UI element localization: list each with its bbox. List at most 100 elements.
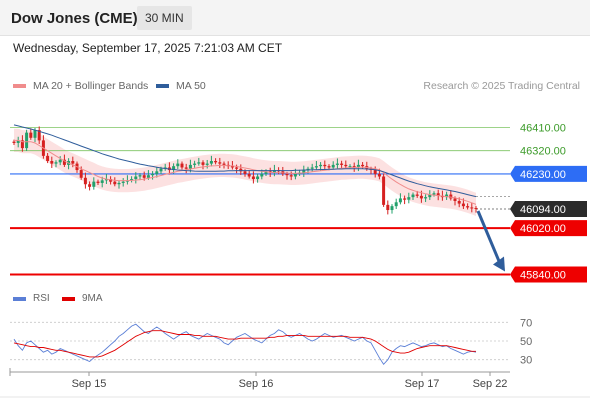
candle-body [319,164,323,167]
candle-body [12,141,16,143]
current-label: 46094.00 [520,204,566,216]
candle-body [314,166,318,168]
candle-body [335,163,339,165]
ma50-swatch [156,84,169,88]
support-label: 46020.00 [520,223,566,235]
ma20-line [14,139,477,205]
candle-body [398,198,402,203]
candle-body [130,179,134,181]
candle-body [155,171,159,174]
candle-body [222,163,226,165]
candle-body [424,197,428,199]
candle-body [201,162,205,165]
candle-body [344,164,348,167]
candle-body [285,173,289,176]
candle-body [310,167,314,169]
candle-body [386,204,390,211]
candle-body [407,197,411,200]
candle-body [239,168,243,172]
resistance-label: 46320.00 [520,146,566,158]
candle-body [113,181,117,185]
candle-body [411,194,415,198]
research-credit: Research © 2025 Trading Central [423,80,580,92]
legend-9ma: 9MA [62,293,103,304]
candle-body [348,166,352,168]
rsi-line [13,323,477,366]
candle-body [218,162,222,164]
current-label-tag [510,200,587,217]
candle-body [92,181,96,187]
legend-ma50: MA 50 [156,80,206,92]
candle-body [88,184,92,187]
candle-body [71,161,75,164]
candle-body [176,163,180,167]
candle-body [151,173,155,176]
candle-body [62,159,66,165]
candle-body [209,161,213,164]
candle-body [16,140,20,143]
legend-rsi-label: RSI [33,293,50,304]
candle-body [29,132,33,138]
rsi-level-label: 70 [520,317,532,329]
candle-body [306,168,310,171]
candle-body [214,161,218,163]
candle-body [436,193,440,196]
candle-body [390,206,394,211]
candle-body [117,182,121,185]
candle-body [197,162,201,164]
candle-body [46,155,50,162]
candle-body [142,175,146,178]
candle-body [264,171,268,174]
candle-body [251,176,255,180]
candle-body [453,198,457,201]
candle-body [25,132,29,149]
candle-body [205,163,209,165]
candle-body [373,170,377,174]
candle-body [445,194,449,198]
support-label-tag [510,266,587,283]
pivot-label-tag [510,165,587,182]
candle-body [184,167,188,169]
timeframe-button[interactable]: 30 MIN [137,6,192,30]
forecast-arrow-head [493,256,505,272]
candle-body [159,168,163,172]
candle-body [121,181,125,183]
rsi-ma9-line [13,330,476,358]
candle-body [83,177,87,185]
candle-body [37,130,41,141]
candle-body [193,163,197,165]
candle-body [243,171,247,174]
legend-ma20-label: MA 20 + Bollinger Bands [33,80,149,92]
candle-body [323,164,327,167]
candle-body [260,173,264,177]
candle-body [104,179,108,181]
candle-body [474,207,478,209]
candle-body [457,201,461,204]
header: Dow Jones (CME) 30 MIN [0,0,590,36]
candle-body [428,194,432,198]
candle-body [188,164,192,169]
candle-body [138,175,142,177]
candle-body [361,164,365,167]
candle-body [415,194,419,196]
rsi-level-label: 30 [520,355,532,367]
support-label-tag [510,220,587,237]
candle-body [352,166,356,168]
candle-body [449,194,453,199]
candle-body [466,206,470,208]
candle-body [419,195,423,199]
candle-body [394,202,398,207]
candle-body [134,176,138,180]
candle-body [272,170,276,173]
ma20-swatch [13,84,26,88]
candle-body [461,203,465,207]
forecast-arrow-shaft [476,210,502,265]
legend-9ma-label: 9MA [82,293,103,304]
candle-body [382,176,386,205]
candle-body [432,193,436,195]
candle-body [230,166,234,168]
pivot-label: 46230.00 [520,169,566,181]
x-tick-label: Sep 16 [239,378,274,390]
candle-body [356,164,360,168]
candle-body [100,180,104,183]
